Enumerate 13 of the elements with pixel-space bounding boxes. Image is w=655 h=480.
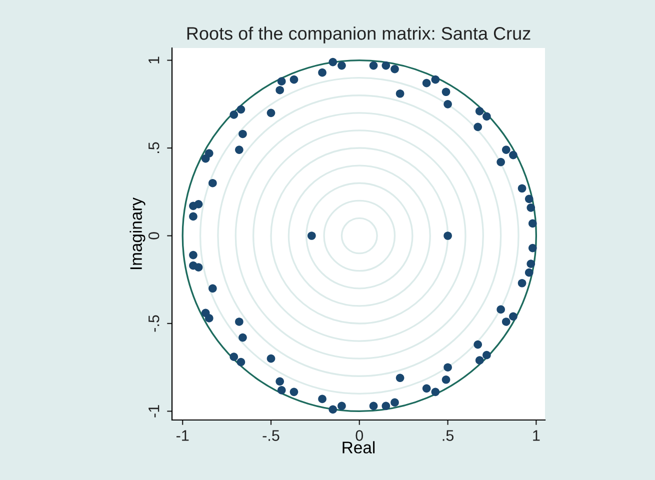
x-tick-label: -1	[176, 430, 189, 441]
x-axis-title: Real	[342, 441, 375, 454]
chart-title: Roots of the companion matrix: Santa Cruz	[187, 26, 530, 44]
x-tick-label: -.5	[262, 430, 280, 441]
y-tick-label: 0	[148, 232, 160, 240]
x-tick-label: 1	[533, 430, 540, 441]
y-tick-label: -.5	[148, 315, 160, 332]
y-tick-label: .5	[148, 142, 160, 153]
y-axis-title: Imaginary	[130, 197, 146, 270]
y-tick-label: 1	[148, 56, 160, 64]
x-tick-label: .5	[442, 430, 454, 441]
x-tick-label: 0	[356, 430, 364, 441]
y-tick-label: -1	[148, 405, 160, 418]
